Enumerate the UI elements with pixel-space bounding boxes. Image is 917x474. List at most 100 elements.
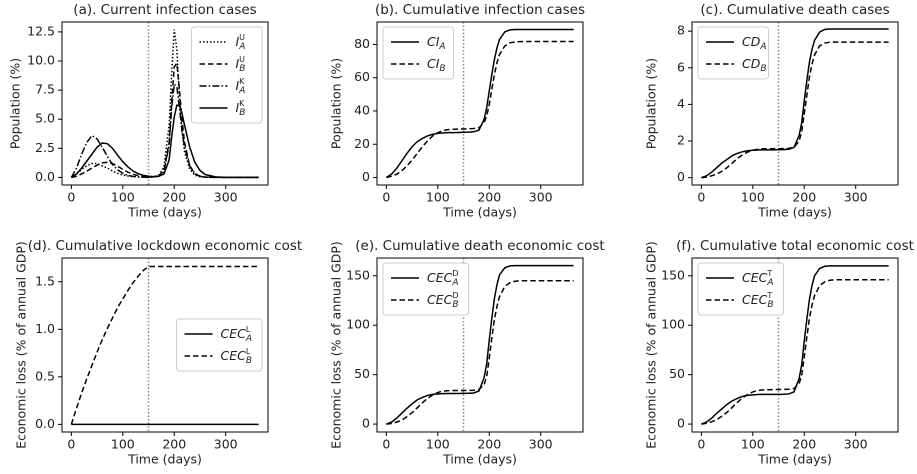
- y-tick-label: 1.0: [35, 321, 55, 336]
- x-axis-label: Time (days): [127, 205, 202, 220]
- x-tick-label: 0: [697, 190, 705, 205]
- legend-box: [176, 318, 263, 372]
- axes-frame: [61, 257, 269, 433]
- y-axis-label: Economic loss (% of annual GDP): [14, 241, 29, 449]
- y-tick-label: 0: [677, 416, 685, 431]
- y-tick-label: 4: [677, 96, 685, 111]
- y-tick-label: 2: [677, 133, 685, 148]
- legend-box: [697, 262, 784, 316]
- panel: (e). Cumulative death economic cost 0 100 2…: [329, 238, 605, 467]
- x-tick-label: 100: [111, 190, 135, 205]
- legend-label: CECAL: [221, 325, 253, 344]
- panel: (a). Current infection cases 0 100 200 300 0.…: [8, 2, 269, 220]
- series-line: [701, 279, 889, 425]
- x-tick-label: 200: [477, 437, 501, 452]
- axes-frame: [691, 257, 899, 433]
- legend-label: CDB: [742, 56, 767, 74]
- panel-title: (e). Cumulative death economic cost: [355, 238, 604, 254]
- legend-label: IBK: [236, 99, 246, 118]
- legend-label: CECAD: [427, 269, 459, 288]
- y-tick-label: 150: [346, 267, 370, 282]
- y-tick-label: 50: [354, 366, 370, 381]
- series-line: [385, 28, 574, 179]
- y-tick-label: 40: [354, 102, 370, 117]
- x-tick-label: 300: [844, 437, 868, 452]
- y-tick-label: 0: [362, 416, 370, 431]
- legend-box: [697, 26, 769, 80]
- x-tick-label: 200: [477, 190, 501, 205]
- y-tick-label: 0.0: [35, 169, 55, 184]
- y-tick-label: 6: [677, 59, 685, 74]
- y-tick-label: 0: [362, 169, 370, 184]
- legend-label: CDA: [742, 34, 767, 52]
- panel-title: (a). Current infection cases: [73, 2, 256, 18]
- y-tick-label: 12.5: [27, 23, 55, 38]
- y-tick-label: 100: [346, 317, 370, 332]
- x-tick-label: 0: [697, 437, 705, 452]
- legend-label: CIB: [427, 56, 446, 74]
- y-axis-label: Population (%): [8, 58, 23, 149]
- x-tick-label: 0: [382, 190, 390, 205]
- panel: (f). Cumulative total economic cost 0 100 2…: [644, 238, 914, 467]
- series-line: [386, 279, 574, 425]
- series-line: [70, 265, 259, 425]
- x-tick-label: 300: [529, 190, 553, 205]
- y-tick-label: 100: [661, 317, 685, 332]
- y-tick-label: 10.0: [27, 53, 55, 68]
- y-tick-label: 0.0: [35, 416, 55, 431]
- y-tick-label: 60: [354, 69, 370, 84]
- series-line: [386, 264, 574, 425]
- x-axis-label: Time (days): [442, 452, 517, 467]
- y-axis-label: Population (%): [644, 58, 659, 149]
- x-tick-label: 300: [214, 190, 238, 205]
- panel: (d). Cumulative lockdown economic cost 0 1…: [14, 238, 303, 467]
- x-tick-label: 200: [792, 437, 816, 452]
- x-axis-label: Time (days): [442, 205, 517, 220]
- x-tick-label: 100: [741, 437, 765, 452]
- legend-box: [382, 26, 454, 80]
- y-tick-label: 0.5: [35, 368, 55, 383]
- x-tick-label: 100: [426, 437, 450, 452]
- series-line: [70, 104, 259, 179]
- y-tick-label: 7.5: [35, 82, 55, 97]
- axes-frame: [376, 21, 584, 186]
- panel-title: (d). Cumulative lockdown economic cost: [28, 238, 302, 254]
- legend-label: IAK: [236, 77, 246, 96]
- axes-frame: [61, 21, 269, 186]
- x-tick-label: 0: [67, 190, 75, 205]
- legend-box: [382, 262, 469, 316]
- axes-frame: [376, 257, 584, 433]
- y-tick-label: 150: [661, 267, 685, 282]
- x-tick-label: 300: [529, 437, 553, 452]
- series-line: [701, 41, 889, 179]
- y-tick-label: 80: [354, 36, 370, 51]
- x-axis-label: Time (days): [757, 452, 832, 467]
- legend-label: IAU: [236, 33, 246, 52]
- legend-label: CECAT: [742, 269, 774, 288]
- x-tick-label: 100: [741, 190, 765, 205]
- x-axis-label: Time (days): [127, 452, 202, 467]
- y-tick-label: 5.0: [35, 111, 55, 126]
- x-tick-label: 100: [111, 437, 135, 452]
- y-tick-label: 0: [677, 169, 685, 184]
- y-tick-label: 2.5: [35, 140, 55, 155]
- y-tick-label: 20: [354, 136, 370, 151]
- x-tick-label: 200: [162, 437, 186, 452]
- x-tick-label: 0: [382, 437, 390, 452]
- legend-box: [191, 26, 263, 124]
- legend-label: IBU: [236, 55, 246, 74]
- series-line: [701, 265, 889, 425]
- x-tick-label: 0: [67, 437, 75, 452]
- panel-title: (c). Cumulative death cases: [700, 2, 889, 18]
- legend-label: CECBD: [427, 291, 459, 310]
- y-tick-label: 50: [669, 366, 685, 381]
- x-tick-label: 200: [792, 190, 816, 205]
- legend-label: CECBT: [742, 291, 774, 310]
- x-tick-label: 300: [844, 190, 868, 205]
- y-axis-label: Economic loss (% of annual GDP): [329, 241, 344, 449]
- y-axis-label: Population (%): [329, 58, 344, 149]
- y-axis-label: Economic loss (% of annual GDP): [644, 241, 659, 449]
- x-tick-label: 100: [426, 190, 450, 205]
